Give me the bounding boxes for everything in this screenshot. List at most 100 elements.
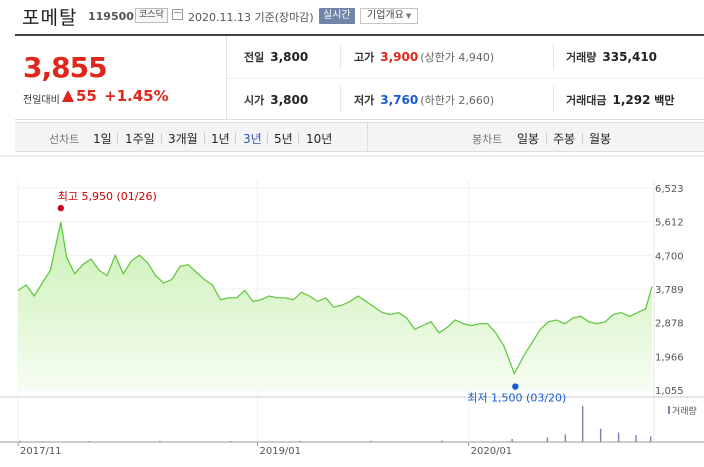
high-cell: 고가 3,900 (상한가 4,940): [354, 36, 494, 78]
price-area: [18, 222, 652, 390]
y-tick-label: 3,789: [655, 285, 684, 296]
period-1y[interactable]: 1년: [211, 132, 230, 146]
low-value: 3,760: [380, 93, 419, 107]
stock-name: 포메탈: [22, 7, 78, 29]
prev-close-label: 전일: [244, 51, 265, 64]
period-bar: 선차트 1일 1주일 3개월 1년 3년 5년 10년 봉차트 일봉 주봉 월봉: [15, 122, 704, 152]
prev-close-value: 3,800: [270, 50, 309, 64]
dropdown-caret-icon: ▼: [405, 12, 412, 20]
x-tick-label: 2020/01: [471, 446, 513, 457]
volume-legend-swatch: [668, 406, 670, 414]
line-chart-label: 선차트: [49, 133, 80, 146]
amount-cell: 거래대금 1,292 백만: [566, 79, 675, 121]
high-marker: [57, 204, 65, 212]
volume-bar: [159, 440, 161, 442]
candle-weekly[interactable]: 주봉: [553, 132, 576, 146]
price-line: [17, 221, 653, 376]
y-tick-label: 1,966: [655, 352, 684, 363]
low-marker: [512, 383, 519, 390]
volume-bar: [299, 441, 302, 442]
change-label: 전일대비: [23, 95, 60, 106]
low-label: 저가: [354, 94, 375, 107]
volume-bar: [635, 435, 637, 442]
stock-code: 119500: [88, 10, 134, 23]
x-tick-label: 2017/11: [20, 446, 62, 457]
amount-unit: 백만: [654, 94, 675, 107]
low-annotation: 최저 1,500 (03/20): [467, 392, 566, 405]
period-separator: [546, 133, 547, 144]
price-chart-svg: 최고 5,950 (01/26) 최저 1,500 (03/20) 거래량 6,5…: [0, 155, 704, 457]
volume-bar: [19, 440, 21, 442]
high-label: 고가: [354, 51, 375, 64]
amount-value: 1,292: [612, 93, 651, 107]
quote-col-divider: [553, 86, 554, 112]
volume-bar: [564, 434, 567, 442]
current-price: 3,855: [23, 51, 108, 84]
period-separator: [204, 133, 205, 144]
period-5y[interactable]: 5년: [274, 132, 293, 146]
volume-bar: [441, 440, 443, 442]
quote-col-divider: [340, 44, 341, 70]
volume-bar: [546, 437, 549, 442]
stock-header: 포메탈 119500 코스닥 2020.11.13 기준(장마감) 실시간 기업…: [0, 0, 704, 34]
candle-daily[interactable]: 일봉: [517, 132, 540, 146]
period-1w[interactable]: 1주일: [125, 132, 155, 146]
change-percent: +1.45%: [104, 87, 169, 105]
y-tick-label: 2,878: [655, 319, 684, 330]
candle-chart-label: 봉차트: [472, 133, 503, 146]
period-3m[interactable]: 3개월: [168, 132, 198, 146]
period-separator: [161, 133, 162, 144]
period-10y[interactable]: 10년: [306, 132, 333, 146]
price-box: 3,855 전일대비 55 +1.45%: [15, 36, 227, 120]
amount-label: 거래대금: [566, 94, 607, 107]
volume-legend-label: 거래량: [672, 405, 697, 417]
y-tick-label: 5,612: [655, 218, 684, 229]
quote-col-divider: [340, 86, 341, 112]
period-3y[interactable]: 3년: [243, 132, 262, 146]
volume-bar: [88, 441, 90, 442]
volume-bar: [370, 440, 372, 442]
calendar-icon: [172, 9, 183, 20]
volume-cell: 거래량 335,410: [566, 36, 657, 78]
quote-row-divider: [227, 78, 704, 79]
lower-limit: (하한가 2,660): [420, 94, 495, 107]
open-cell: 시가 3,800: [244, 79, 308, 121]
upper-limit: (상한가 4,940): [420, 51, 495, 64]
market-badge: 코스닥: [135, 8, 168, 23]
price-chart[interactable]: 최고 5,950 (01/26) 최저 1,500 (03/20) 거래량 6,5…: [0, 152, 704, 467]
volume-value: 335,410: [602, 50, 658, 64]
y-tick-label: 6,523: [655, 184, 684, 195]
volume-label: 거래량: [566, 51, 597, 64]
low-cell: 저가 3,760 (하한가 2,660): [354, 79, 494, 121]
period-separator: [235, 133, 236, 144]
open-value: 3,800: [270, 93, 309, 107]
quote-col-divider: [553, 44, 554, 70]
volume-bar: [230, 441, 232, 442]
y-tick-label: 4,700: [655, 251, 684, 262]
change-value: 55: [76, 87, 97, 105]
period-separator: [267, 133, 268, 144]
period-separator: [117, 133, 118, 144]
period-bar-divider: [367, 123, 368, 151]
open-label: 시가: [244, 94, 265, 107]
prev-close-cell: 전일 3,800: [244, 36, 308, 78]
up-triangle-icon: [62, 90, 74, 102]
high-annotation: 최고 5,950 (01/26): [58, 190, 157, 203]
volume-bar: [599, 428, 602, 442]
x-tick-label: 2019/01: [259, 446, 301, 457]
volume-bar: [650, 436, 652, 442]
period-1d[interactable]: 1일: [93, 132, 112, 146]
company-overview-label: 기업개요: [367, 10, 404, 21]
quote-panel: 3,855 전일대비 55 +1.45% 전일 3,800 고가 3,900 (상한가…: [15, 34, 704, 120]
period-separator: [298, 133, 299, 144]
volume-bar: [511, 438, 513, 442]
volume-bar: [617, 432, 620, 442]
y-tick-label: 1,055: [655, 386, 684, 397]
volume-bar: [582, 405, 584, 442]
high-value: 3,900: [380, 50, 419, 64]
period-separator: [582, 133, 583, 144]
candle-monthly[interactable]: 월봉: [589, 132, 612, 146]
quote-date: 2020.11.13 기준(장마감): [188, 11, 314, 24]
realtime-button[interactable]: 실시간: [319, 8, 355, 24]
company-overview-button[interactable]: 기업개요 ▼: [360, 8, 419, 24]
